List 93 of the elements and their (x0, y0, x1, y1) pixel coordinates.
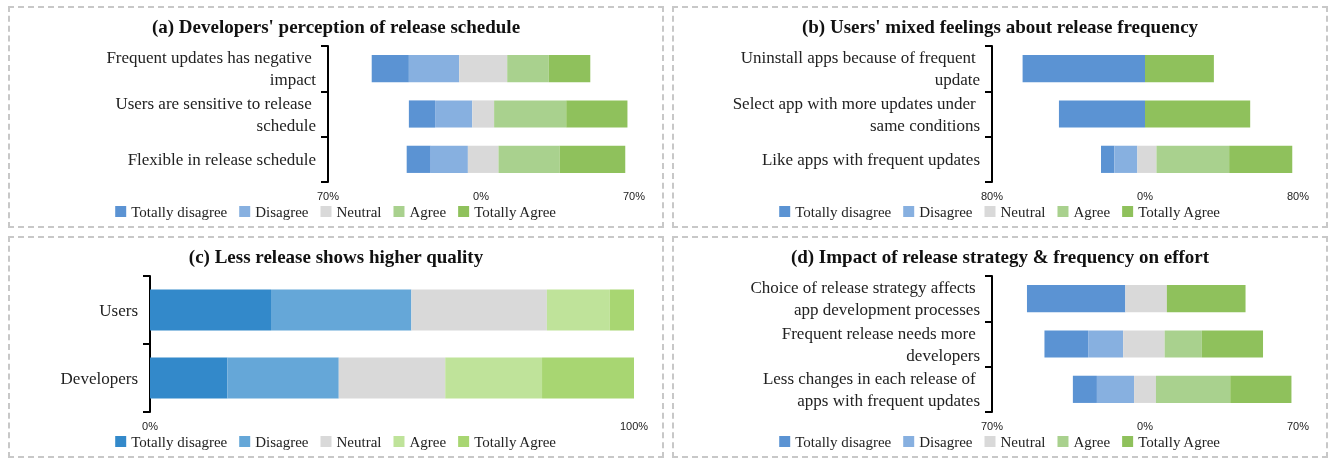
x-tick-label: 0% (473, 189, 490, 202)
bar (150, 357, 228, 399)
bar (1229, 145, 1293, 173)
legend-label: Agree (409, 433, 447, 450)
legend-label: Totally Agree (474, 203, 557, 220)
bar (1230, 375, 1292, 403)
legend-label: Totally disagree (795, 433, 892, 450)
bar (1088, 330, 1124, 358)
y-tick-label: Less changes in each release of apps with frequent updates (762, 368, 980, 410)
legend-label: Totally Agree (474, 433, 557, 450)
bar (406, 145, 431, 173)
y-tick-label: Developers (60, 368, 138, 388)
bar (1026, 285, 1126, 313)
legend-label: Agree (1073, 433, 1111, 450)
bar (1156, 145, 1230, 173)
bar (1072, 375, 1097, 403)
x-tick-label: 0% (1137, 419, 1154, 432)
legend-label: Neutral (1000, 433, 1046, 450)
bar (609, 289, 634, 331)
bar (507, 55, 549, 83)
legend-label: Neutral (1000, 203, 1046, 220)
x-tick-label: 100% (619, 419, 649, 432)
bar (1145, 100, 1251, 128)
bar (271, 289, 412, 331)
legend-label: Neutral (336, 433, 382, 450)
legend-label: Agree (409, 203, 447, 220)
x-tick-label: 70% (980, 419, 1004, 432)
x-tick-label: 80% (1286, 189, 1310, 202)
x-tick-label: 70% (316, 189, 340, 202)
bar (1134, 375, 1156, 403)
bar (435, 100, 473, 128)
bar (1101, 145, 1115, 173)
legend-label: Totally disagree (795, 203, 892, 220)
bar (494, 100, 567, 128)
bar (1145, 55, 1214, 83)
bar (1166, 285, 1246, 313)
legend-label: Totally Agree (1138, 203, 1221, 220)
y-tick-label: Users are sensitive to release schedule (115, 93, 316, 135)
bar (498, 145, 560, 173)
bar (150, 289, 271, 331)
bar (1164, 330, 1202, 358)
bar (445, 357, 543, 399)
y-tick-label: Frequent updates has negative impact (106, 48, 317, 90)
bar (566, 100, 628, 128)
bar (548, 55, 591, 83)
y-tick-label: Uninstall apps because of frequent update (740, 48, 980, 90)
x-tick-label: 80% (980, 189, 1004, 202)
bar (1123, 330, 1165, 358)
bar (542, 357, 634, 399)
bar (411, 289, 547, 331)
y-tick-label: Users (99, 300, 138, 320)
chart-title: (c) Less release shows higher quality (188, 246, 484, 268)
legend-label: Totally Agree (1138, 433, 1221, 450)
bar (371, 55, 409, 83)
bar (472, 100, 495, 128)
legend-label: Totally disagree (131, 433, 228, 450)
bar (408, 55, 460, 83)
x-tick-label: 0% (1137, 189, 1154, 202)
bar (1096, 375, 1135, 403)
x-tick-label: 70% (622, 189, 646, 202)
bar (559, 145, 626, 173)
bar (1201, 330, 1264, 358)
x-tick-label: 70% (1286, 419, 1310, 432)
bar (1058, 100, 1145, 128)
legend-label: Disagree (255, 203, 309, 220)
bar (408, 100, 436, 128)
bar (1155, 375, 1231, 403)
y-tick-label: Frequent release needs more developers (781, 323, 980, 365)
legend-label: Totally disagree (131, 203, 228, 220)
chart-title: (d) Impact of release strategy & frequency on effort (790, 246, 1210, 268)
legend-label: Neutral (336, 203, 382, 220)
y-tick-label: Select app with more updates under same conditions (732, 93, 980, 135)
chart-title: (b) Users' mixed feelings about release frequency (801, 16, 1199, 38)
legend-label: Disagree (919, 433, 973, 450)
y-tick-label: Flexible in release schedule (127, 149, 316, 169)
bar (1044, 330, 1089, 358)
bar (1022, 55, 1145, 83)
bar (467, 145, 499, 173)
bar (1114, 145, 1138, 173)
bar (546, 289, 610, 331)
bar (1137, 145, 1157, 173)
legend-label: Agree (1073, 203, 1111, 220)
bar (459, 55, 508, 83)
y-tick-label: Like apps with frequent updates (761, 149, 980, 169)
legend-label: Disagree (919, 203, 973, 220)
x-tick-label: 0% (142, 419, 159, 432)
bar (227, 357, 339, 399)
bar (1125, 285, 1167, 313)
legend-label: Disagree (255, 433, 309, 450)
chart-title: (a) Developers' perception of release schedule (151, 16, 521, 38)
bar (430, 145, 468, 173)
bar (338, 357, 446, 399)
y-tick-label: Choice of release strategy affects app development processes (750, 278, 980, 320)
